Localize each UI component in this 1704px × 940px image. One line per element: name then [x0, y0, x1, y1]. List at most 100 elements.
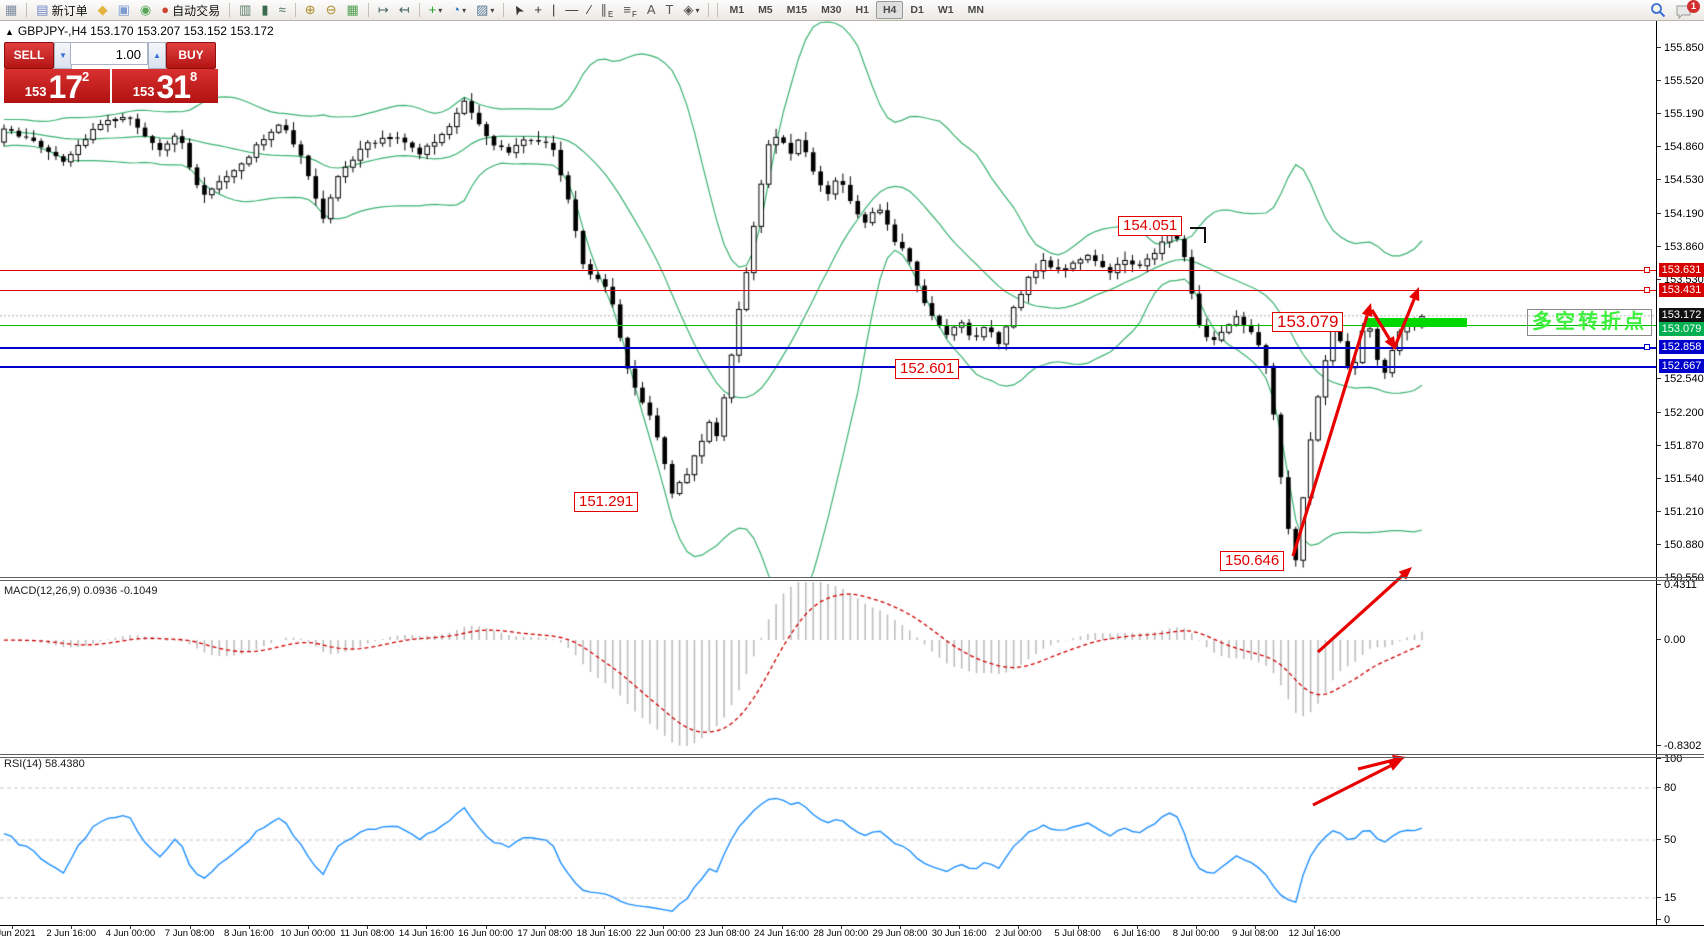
tile-windows-button[interactable]: ▦: [343, 1, 363, 19]
indicators-glyph: +: [428, 2, 437, 17]
search-icon[interactable]: [1650, 2, 1666, 18]
trendline-tool-button[interactable]: ∕: [584, 1, 594, 19]
tick-mark: [1657, 213, 1661, 214]
symbol-ohlc-text: GBPJPY-,H4 153.170 153.207 153.152 153.1…: [17, 24, 274, 38]
zoom-in-button[interactable]: ⊕: [301, 1, 320, 19]
hline-153.079[interactable]: [0, 325, 1656, 326]
horizontal-line-tool-button[interactable]: —: [561, 1, 582, 19]
price-tick: 152.200: [1657, 407, 1704, 419]
tick-mark: [1657, 179, 1661, 180]
label-tool-button[interactable]: T: [662, 1, 678, 19]
volume-up-button[interactable]: ▲: [148, 42, 166, 69]
line-handle[interactable]: [1644, 344, 1650, 350]
tick-value: 15: [1664, 892, 1677, 904]
volume-input[interactable]: 1.00: [70, 42, 148, 65]
timeframe-m30-button[interactable]: M30: [821, 4, 842, 16]
crosshair-tool-button[interactable]: +: [530, 1, 546, 19]
timeframe-m5-button[interactable]: M5: [758, 4, 773, 16]
hline-153.631[interactable]: [0, 270, 1656, 271]
price-tick: 155.520: [1657, 75, 1704, 87]
toolbar-separator: [229, 3, 231, 17]
line-handle[interactable]: [1644, 267, 1650, 273]
rsi-scale-tick: 80: [1657, 782, 1704, 794]
cursor-tool-button[interactable]: ➤: [509, 1, 528, 19]
tick-value: 152.200: [1664, 407, 1704, 419]
swing-label-150.646[interactable]: 150.646: [1220, 551, 1285, 571]
notifications-icon[interactable]: 1: [1676, 0, 1700, 19]
templates-button[interactable]: ▨ ▾: [472, 1, 498, 19]
dropdown-caret-icon[interactable]: ▾: [695, 5, 700, 15]
auto-scroll-button[interactable]: ↦: [374, 1, 393, 19]
terminal-icon-glyph: ▣: [117, 2, 130, 17]
time-tick: [663, 926, 665, 929]
line-chart-view-button[interactable]: ≈: [275, 1, 290, 19]
tick-value: -0.8302: [1664, 740, 1702, 752]
tick-value: 151.870: [1664, 440, 1704, 452]
timeframe-h1-button[interactable]: H1: [855, 4, 869, 16]
arrows-tool-button[interactable]: ◈ ▾: [679, 1, 703, 19]
pane-separator[interactable]: [0, 580, 1704, 581]
timeframe-w1-button[interactable]: W1: [937, 4, 954, 16]
autotrading-glyph: ●: [161, 2, 170, 17]
rsi-scale-tick: 0: [1657, 914, 1704, 926]
sell-price-box[interactable]: 153 17 2: [4, 69, 110, 103]
timeframe-mn-button[interactable]: MN: [967, 4, 984, 16]
highlighter-icon[interactable]: ◆: [94, 1, 112, 19]
sell-button[interactable]: SELL: [4, 42, 54, 69]
chart-shift-button[interactable]: ↤: [395, 1, 414, 19]
time-tick: [71, 926, 73, 929]
note-text-box[interactable]: 多空转折点: [1527, 309, 1652, 336]
price-tick: 154.860: [1657, 141, 1704, 153]
bar-chart-view-button[interactable]: ▥: [235, 1, 255, 19]
autotrading-button[interactable]: ● 自动交易: [157, 1, 224, 19]
indicators-button[interactable]: + ▾: [425, 1, 447, 19]
price-tick: 154.190: [1657, 208, 1704, 220]
zoom-out-button[interactable]: ⊖: [322, 1, 341, 19]
buy-button[interactable]: BUY: [166, 42, 216, 69]
time-tick: [426, 926, 428, 929]
hline-152.858[interactable]: [0, 347, 1656, 349]
timeframe-d1-button[interactable]: D1: [910, 4, 924, 16]
new-order-button[interactable]: ▤ 新订单: [32, 1, 91, 19]
rsi-scale-tick: 50: [1657, 834, 1704, 846]
equidistant-channel-tool-button[interactable]: ∥ E: [597, 1, 618, 19]
tick-mark: [1657, 146, 1661, 147]
timeframe-h4-button[interactable]: H4: [875, 1, 904, 19]
price-tick: 151.540: [1657, 473, 1704, 485]
fibonacci-tool-glyph: ≡: [623, 2, 631, 17]
signals-icon[interactable]: ◉: [136, 1, 155, 19]
pane-separator[interactable]: [0, 754, 1704, 755]
hline-152.667[interactable]: [0, 366, 1656, 368]
timeframe-m15-button[interactable]: M15: [786, 4, 808, 16]
price-axis[interactable]: 155.850 155.520 155.190 154.860 154.530 154.1…: [1656, 20, 1704, 926]
timeframe-m1-button[interactable]: M1: [729, 4, 745, 16]
hline-153.431[interactable]: [0, 290, 1656, 291]
pane-separator[interactable]: [0, 757, 1704, 758]
market-watch-icon[interactable]: ▦: [1, 1, 21, 19]
line-handle[interactable]: [1644, 287, 1650, 293]
time-label: 17 Jun 08:00: [517, 928, 573, 939]
buy-price-box[interactable]: 153 31 8: [112, 69, 218, 103]
dropdown-caret-icon[interactable]: ▾: [438, 5, 443, 15]
swing-label-152.601[interactable]: 152.601: [895, 359, 960, 379]
terminal-icon[interactable]: ▣: [114, 1, 134, 19]
tick-value: 154.190: [1664, 208, 1704, 220]
swing-label-151.291[interactable]: 151.291: [574, 492, 639, 512]
candlestick-view-button[interactable]: ▮: [257, 1, 272, 19]
price-badge-153.172: 153.172: [1659, 308, 1704, 322]
time-label: 11 Jun 08:00: [340, 928, 395, 939]
vertical-line-tool-button[interactable]: |: [548, 1, 559, 19]
fibonacci-tool-button[interactable]: ≡ F: [619, 1, 640, 19]
support-zone-bar[interactable]: [1365, 318, 1467, 327]
text-tool-button[interactable]: A: [643, 1, 660, 19]
time-axis[interactable]: 1 Jun 2021 2 Jun 16:00 4 Jun 00:00 7 Jun 08…: [0, 925, 1704, 940]
pane-separator[interactable]: [0, 577, 1704, 578]
swing-label-154.051[interactable]: 154.051: [1118, 216, 1183, 236]
dropdown-caret-icon[interactable]: ▾: [462, 5, 467, 15]
tick-value: 151.540: [1664, 473, 1704, 485]
dropdown-caret-icon[interactable]: ▾: [490, 5, 495, 15]
swing-label-153.079[interactable]: 153.079: [1272, 312, 1344, 332]
periods-button[interactable]: ◔ ▾: [448, 1, 470, 19]
zoom-out-glyph: ⊖: [325, 2, 337, 17]
